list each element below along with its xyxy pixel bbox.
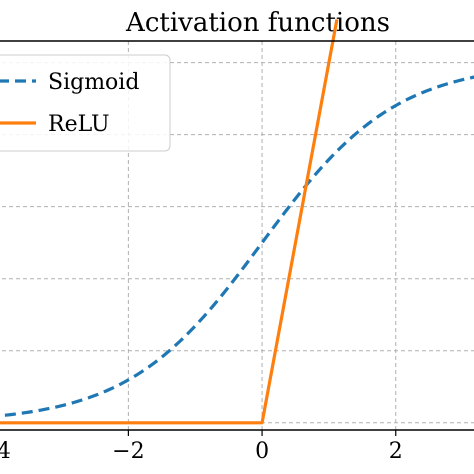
plot-frame <box>0 40 474 431</box>
legend-label-relu: ReLU <box>48 112 110 137</box>
x-ticks: −4 −2 0 2 <box>0 430 403 464</box>
x-tick-label: −4 <box>0 439 11 464</box>
x-tick-label: −2 <box>112 439 144 464</box>
x-tick-label: 0 <box>255 439 269 464</box>
series-layer <box>0 19 474 425</box>
grid-layer <box>0 41 474 430</box>
legend-label-sigmoid: Sigmoid <box>48 70 139 95</box>
legend-box <box>0 54 171 152</box>
legend: Sigmoid ReLU <box>0 54 171 152</box>
series-sigmoid-line <box>0 75 474 418</box>
series-relu-line <box>0 19 339 425</box>
chart-title: Activation functions <box>125 8 390 38</box>
x-tick-label: 2 <box>389 439 403 464</box>
